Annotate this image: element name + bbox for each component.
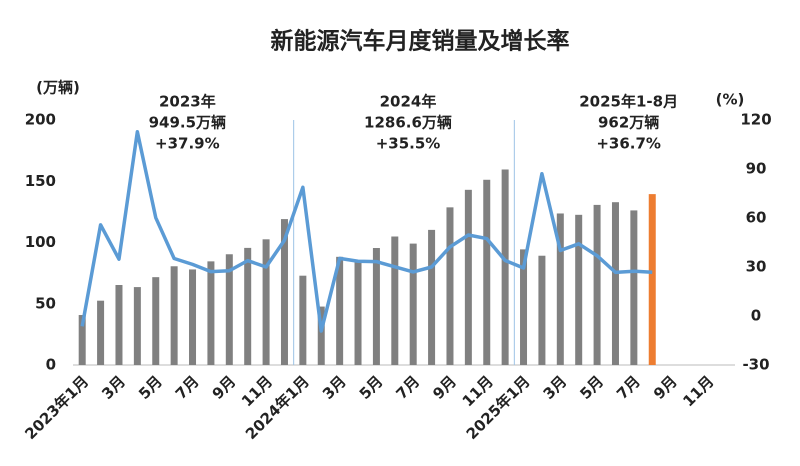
bar	[354, 260, 362, 365]
chart-title: 新能源汽车月度销量及增长率	[271, 28, 570, 55]
bar	[648, 194, 656, 365]
bar	[501, 169, 509, 365]
x-tick-label: 3月	[319, 372, 350, 403]
bar	[391, 236, 399, 365]
bar	[207, 261, 215, 365]
bar	[520, 249, 528, 365]
y2-tick-label: -30	[742, 356, 769, 374]
bar	[115, 285, 123, 365]
bar	[428, 229, 436, 365]
y2-unit: (%)	[716, 91, 745, 109]
x-tick-label: 5月	[356, 372, 387, 403]
annotation: 2025年1-8月	[579, 93, 678, 111]
x-tick-label: 3月	[98, 372, 129, 403]
y-tick-label: 150	[25, 172, 56, 190]
y2-tick-label: 120	[740, 111, 771, 129]
bar	[630, 210, 638, 365]
annotation: 2024年	[380, 93, 437, 111]
annotation: 2023年	[159, 93, 216, 111]
bar	[409, 243, 417, 365]
bar	[317, 306, 325, 365]
annotation: +37.9%	[155, 135, 220, 153]
bar	[611, 202, 619, 365]
bar	[280, 219, 288, 365]
bar	[152, 277, 160, 365]
x-tick-label: 11月	[679, 372, 717, 410]
y2-tick-label: 0	[751, 307, 761, 325]
bar	[593, 204, 601, 365]
bar	[372, 248, 380, 365]
annotation: +36.7%	[596, 135, 661, 153]
bar	[133, 287, 141, 365]
x-tick-label: 7月	[172, 372, 203, 403]
y2-tick-label: 30	[746, 258, 767, 276]
growth-line	[80, 130, 653, 333]
bar	[78, 315, 86, 365]
bar	[483, 179, 491, 365]
bar	[225, 254, 233, 365]
y2-tick-label: 60	[746, 209, 767, 227]
x-tick-label: 7月	[392, 372, 423, 403]
x-tick-label: 9月	[650, 372, 681, 403]
x-tick-label: 5月	[135, 372, 166, 403]
bar	[189, 269, 197, 365]
y2-tick-label: 90	[746, 160, 767, 178]
annotation: +35.5%	[376, 135, 441, 153]
y-tick-label: 100	[25, 233, 56, 251]
bar	[556, 213, 564, 365]
bar	[244, 247, 252, 365]
bar	[464, 189, 472, 365]
x-tick-label: 7月	[613, 372, 644, 403]
bar	[97, 300, 105, 365]
y-tick-label: 50	[35, 294, 56, 312]
bar	[575, 214, 583, 365]
x-tick-label: 9月	[209, 372, 240, 403]
bar	[446, 207, 454, 365]
annotation: 1286.6万辆	[364, 114, 452, 132]
bar	[299, 275, 307, 365]
bar	[170, 266, 178, 365]
x-tick-label: 3月	[540, 372, 571, 403]
annotation: 949.5万辆	[149, 114, 226, 132]
x-tick-label: 5月	[576, 372, 607, 403]
bar	[538, 255, 546, 365]
y-unit: (万辆)	[36, 79, 80, 97]
x-tick-label: 2023年1月	[21, 372, 92, 443]
y-tick-label: 200	[25, 111, 56, 129]
bar	[262, 239, 270, 365]
x-tick-label: 9月	[429, 372, 460, 403]
bar	[336, 256, 344, 365]
y-tick-label: 0	[46, 356, 56, 374]
annotation: 962万辆	[598, 114, 659, 132]
